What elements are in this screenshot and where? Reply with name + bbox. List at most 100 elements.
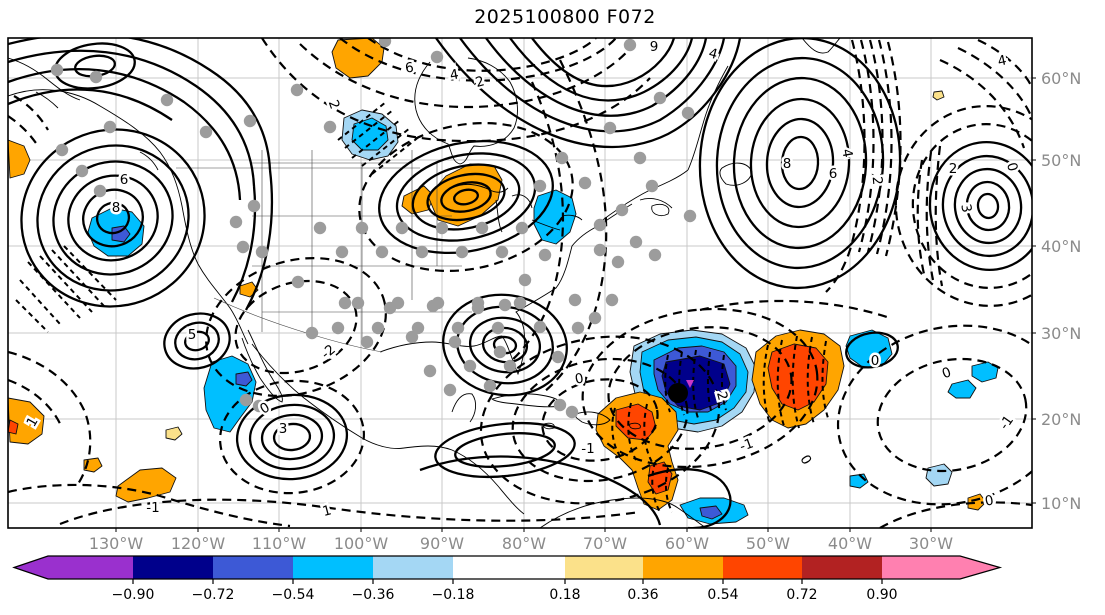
station-dot: [593, 243, 607, 257]
station-dot: [475, 221, 489, 235]
y-tick-label: 60°N: [1041, 69, 1081, 88]
contour-solid: [845, 331, 899, 369]
contour-solid: [765, 117, 835, 209]
station-dot: [351, 296, 365, 310]
station-dot: [391, 296, 405, 310]
station-dot: [633, 151, 647, 165]
station-dot: [430, 50, 444, 64]
station-dot: [448, 335, 462, 349]
contour-solid: [481, 326, 529, 364]
station-dot: [491, 321, 505, 335]
contour-solid: [976, 192, 1000, 220]
hatch-line: [806, 336, 815, 425]
contour-solid: [378, 139, 554, 255]
x-tick-label: 40°W: [828, 534, 872, 553]
station-dot: [199, 125, 213, 139]
coastline-path: [539, 497, 707, 528]
station-dot: [443, 383, 457, 397]
contour-label: 4: [996, 52, 1008, 69]
contour-solid: [442, 293, 568, 397]
station-dot: [683, 209, 697, 223]
coastline-path: [687, 65, 729, 171]
contour-solid: [411, 163, 521, 231]
hurricane-center-marker: [668, 383, 688, 403]
contour-solid: [395, 152, 537, 242]
colorbar-segment: [802, 556, 882, 579]
hatch-line: [63, 245, 117, 301]
contour-solid: [647, 468, 732, 528]
colorbar-segment: [48, 556, 133, 579]
y-tick-label: 10°N: [1041, 494, 1081, 513]
coastline-path: [629, 422, 641, 430]
y-tick-label: 30°N: [1041, 324, 1081, 343]
contour-dashed: [479, 335, 721, 505]
colorbar-tick-label: −0.90: [112, 587, 155, 603]
x-tick-label: 50°W: [746, 534, 790, 553]
anomaly-blob-royal: [111, 225, 131, 243]
y-tick-label: 50°N: [1041, 151, 1081, 170]
anomaly-blob-orange: [8, 139, 31, 179]
hatch-line: [643, 403, 653, 463]
contour-dashed: [911, 123, 1032, 289]
contour-solid: [52, 160, 174, 276]
colorbar-tick-label: −0.36: [352, 587, 395, 603]
contour-solid: [163, 312, 231, 370]
contour-solid: [426, 172, 506, 222]
contour-label: -1: [146, 500, 159, 516]
contour-dashed: [836, 324, 1032, 506]
contour-dashed: [699, 299, 891, 320]
contour-label: 6: [120, 172, 129, 188]
contour-dashed: [358, 121, 574, 273]
station-dot: [243, 114, 257, 128]
x-tick-label: 110°W: [252, 534, 307, 553]
hatch-line: [19, 279, 61, 325]
station-dot: [431, 296, 445, 310]
anomaly-blob-cyan: [533, 189, 577, 245]
contour-solid: [749, 97, 851, 229]
anomaly-blob-orange: [331, 38, 385, 79]
station-dot: [355, 221, 369, 235]
station-dot: [371, 321, 385, 335]
contour-dashed: [8, 378, 64, 429]
station-dot: [305, 326, 319, 340]
hatch-line: [720, 354, 727, 411]
anomaly-blob-orange: [967, 493, 987, 511]
station-dot: [395, 221, 409, 235]
station-dot: [93, 184, 107, 198]
y-tick-label: 40°N: [1041, 237, 1081, 256]
station-dot: [553, 398, 567, 412]
contour-label: 2: [325, 98, 343, 112]
colorbar-tick-label: 0.54: [707, 587, 738, 603]
contour-label: 8: [783, 156, 792, 172]
station-dot: [483, 379, 497, 393]
contour-dashed: [977, 39, 1032, 89]
hatch-line: [706, 351, 713, 415]
contour-solid: [485, 38, 708, 117]
colorbar-segment: [723, 556, 802, 579]
station-dot: [229, 215, 243, 229]
station-dot: [611, 255, 625, 269]
anomaly-blob-paleyellow: [932, 90, 945, 101]
contour-dashed: [916, 159, 926, 275]
station-dot: [415, 245, 429, 259]
x-tick-label: 130°W: [89, 534, 144, 553]
contour-solid: [928, 140, 1032, 272]
coastline-path: [414, 57, 518, 165]
contour-solid: [260, 413, 324, 461]
contour-solid: [235, 393, 349, 481]
contour-dashed: [894, 105, 1032, 307]
hatch-line: [776, 339, 785, 427]
coastline-path: [8, 57, 81, 101]
station-dot: [75, 164, 89, 178]
contour-solid: [8, 38, 272, 171]
station-dot: [331, 321, 345, 335]
contour-dashed: [607, 326, 793, 450]
station-dot: [323, 120, 337, 134]
x-tick-label: 70°W: [583, 534, 627, 553]
contour-label: 3: [279, 421, 288, 437]
contour-label: -2: [318, 341, 339, 362]
station-dot: [338, 296, 352, 310]
station-dot: [533, 320, 547, 334]
